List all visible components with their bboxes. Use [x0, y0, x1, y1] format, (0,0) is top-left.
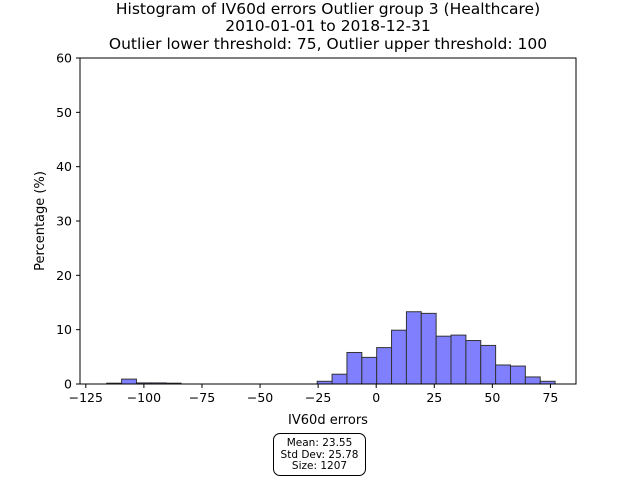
histogram-bar-9: [376, 347, 393, 385]
histogram-bar-12: [420, 312, 437, 385]
histogram-bar-16: [480, 344, 497, 385]
x-tick-label: −125: [69, 390, 103, 405]
stats-box: Mean: 23.55 Std Dev: 25.78 Size: 1207: [273, 433, 366, 476]
histogram-bar-6: [331, 373, 348, 385]
x-tick-label: −75: [189, 390, 215, 405]
plot-frame: [79, 57, 577, 385]
x-axis-ticks: −125 −100 −75 −50 −25 0 25 50 75: [69, 384, 558, 405]
x-tick-label: −25: [305, 390, 331, 405]
y-tick-label: 20: [56, 268, 72, 283]
x-tick-label: 0: [372, 390, 380, 405]
histogram-bars: [106, 311, 556, 385]
stats-size: Size: 1207: [291, 460, 348, 472]
stats-mean: Mean: 23.55: [286, 437, 353, 449]
y-tick-label: 40: [56, 159, 72, 174]
y-tick-label: 50: [56, 105, 72, 120]
histogram-bar-8: [361, 356, 378, 385]
x-tick-label: −100: [127, 390, 161, 405]
y-axis-ticks: 0 10 20 30 40 50 60: [56, 51, 80, 392]
chart-title-line-2: 2010-01-01 to 2018-12-31: [225, 17, 431, 35]
stats-std-dev: Std Dev: 25.78: [280, 448, 359, 461]
x-tick-label: −50: [247, 390, 273, 405]
histogram-bar-7: [346, 351, 363, 385]
y-tick-label: 30: [56, 214, 72, 229]
chart-title-line-3: Outlier lower threshold: 75, Outlier upp…: [108, 35, 548, 53]
histogram-bar-17: [495, 364, 511, 385]
y-tick-label: 0: [64, 377, 72, 392]
histogram-bar-1: [121, 378, 137, 385]
y-axis-label: Percentage (%): [33, 171, 48, 271]
histogram-bar-13: [435, 335, 452, 385]
histogram-bar-15: [465, 340, 482, 385]
histogram-bar-18: [509, 365, 526, 385]
histogram-bar-11: [405, 311, 422, 385]
y-tick-label: 60: [56, 51, 72, 66]
histogram-bar-14: [450, 334, 467, 385]
histogram-bar-10: [391, 329, 407, 385]
y-tick-label: 10: [56, 322, 72, 337]
x-axis-label: IV60d errors: [288, 413, 368, 428]
chart-title-line-1: Histogram of IV60d errors Outlier group …: [115, 0, 541, 18]
x-tick-label: 75: [542, 390, 558, 405]
histogram-bar-19: [524, 376, 541, 385]
x-tick-label: 50: [484, 390, 500, 405]
x-tick-label: 25: [426, 390, 442, 405]
